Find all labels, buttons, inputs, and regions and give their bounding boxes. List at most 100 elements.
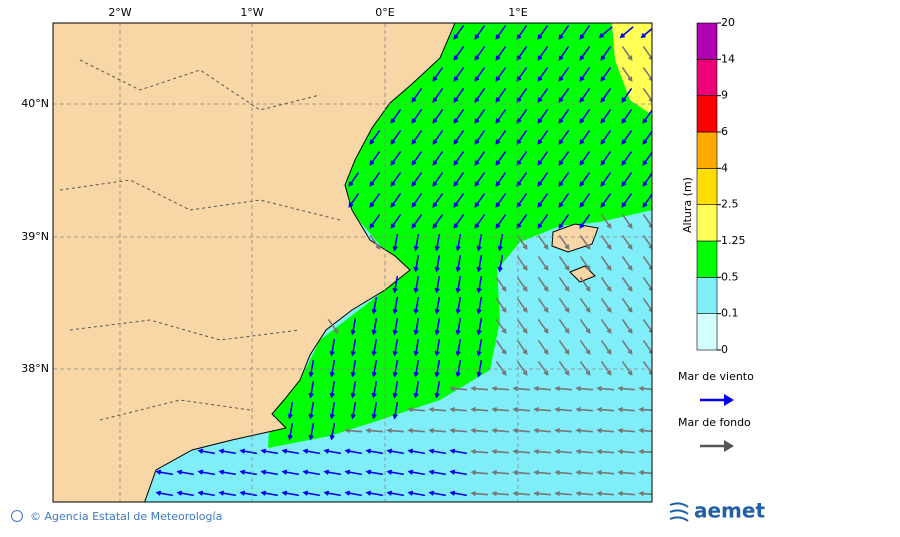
wave-arrow xyxy=(432,129,444,145)
wave-arrow xyxy=(470,448,489,455)
wave-arrow xyxy=(390,129,402,145)
wave-arrow xyxy=(598,26,613,39)
wave-arrow xyxy=(474,150,486,166)
wave-arrow xyxy=(638,385,652,392)
wave-arrow xyxy=(453,171,465,187)
wave-arrow xyxy=(621,213,633,229)
wave-arrow xyxy=(495,192,507,208)
wave-arrow xyxy=(344,490,363,497)
wave-arrow xyxy=(344,427,363,434)
wave-arrow xyxy=(491,385,510,392)
wave-arrow xyxy=(491,448,510,455)
wave-arrow xyxy=(642,297,652,313)
wave-arrow xyxy=(621,234,633,250)
wave-arrow xyxy=(449,427,468,434)
wave-arrow xyxy=(516,108,528,124)
wave-arrow xyxy=(392,317,399,336)
wave-arrow xyxy=(432,108,444,124)
wave-arrow xyxy=(558,318,570,334)
wave-arrow xyxy=(600,255,612,271)
wave-arrow xyxy=(619,26,634,39)
wave-arrow xyxy=(390,171,402,187)
wave-arrow xyxy=(474,45,486,61)
wave-arrow xyxy=(495,213,507,229)
wave-arrow xyxy=(533,385,552,392)
wave-arrow xyxy=(600,339,612,355)
wave-arrow xyxy=(365,490,384,497)
wave-arrow xyxy=(516,276,528,292)
wave-arrow xyxy=(369,234,381,250)
wave-arrow xyxy=(428,448,447,455)
wave-arrow xyxy=(434,296,441,315)
wave-arrow xyxy=(554,406,573,413)
wave-arrow xyxy=(434,359,441,378)
wave-arrow xyxy=(497,254,504,273)
wave-arrow xyxy=(302,469,321,476)
wave-arrow xyxy=(390,108,402,124)
wave-arrow xyxy=(495,150,507,166)
wave-arrow xyxy=(642,108,652,124)
wave-arrow xyxy=(575,427,594,434)
wave-arrow xyxy=(411,87,423,103)
wave-arrow xyxy=(516,45,528,61)
wave-arrow xyxy=(155,490,174,497)
wave-arrow xyxy=(516,318,528,334)
wave-arrow xyxy=(371,338,378,357)
wave-arrow xyxy=(558,87,570,103)
map xyxy=(53,23,652,502)
wave-arrow xyxy=(176,490,195,497)
wave-arrow xyxy=(495,45,507,61)
wave-arrow xyxy=(617,427,636,434)
wave-arrow xyxy=(533,448,552,455)
lat-label: 40°N xyxy=(21,97,49,110)
wave-arrow xyxy=(369,213,381,229)
wave-arrow xyxy=(476,359,483,378)
wave-arrow xyxy=(554,448,573,455)
wave-arrow xyxy=(495,108,507,124)
wave-arrow xyxy=(365,448,384,455)
wave-arrow xyxy=(579,255,591,271)
wave-arrow xyxy=(600,87,612,103)
wave-arrow xyxy=(449,469,468,476)
lon-label: 0°E xyxy=(375,6,394,19)
wave-arrow xyxy=(575,385,594,392)
map-frame xyxy=(52,22,653,503)
colorbar-title: Altura (m) xyxy=(681,177,694,233)
colorbar-segment xyxy=(696,240,718,278)
wave-arrow xyxy=(621,318,633,334)
wave-arrow xyxy=(537,66,549,82)
wave-arrow xyxy=(369,150,381,166)
wave-arrow xyxy=(308,359,315,378)
wave-arrow xyxy=(218,490,237,497)
wave-arrow xyxy=(558,129,570,145)
wave-arrow xyxy=(600,108,612,124)
wave-arrow xyxy=(558,234,570,250)
wave-arrow xyxy=(512,427,531,434)
colorbar-label: 1.25 xyxy=(721,234,746,247)
wave-arrow xyxy=(302,490,321,497)
wave-arrow xyxy=(533,427,552,434)
lat-label: 39°N xyxy=(21,230,49,243)
wave-arrow xyxy=(449,490,468,497)
colorbar-segment xyxy=(696,168,718,205)
wave-arrow xyxy=(516,213,528,229)
wave-arrow xyxy=(329,338,336,357)
wave-arrow xyxy=(407,448,426,455)
wave-arrow xyxy=(533,406,552,413)
legend: Mar de viento Mar de fondo xyxy=(678,370,754,452)
wave-arrow xyxy=(455,317,462,336)
wave-arrow xyxy=(371,317,378,336)
wave-arrow xyxy=(281,490,300,497)
wave-arrow xyxy=(537,360,549,376)
wave-arrow xyxy=(516,360,528,376)
wave-arrow xyxy=(453,45,465,61)
wave-arrow xyxy=(558,24,570,40)
wave-arrow xyxy=(512,406,531,413)
wave-arrow xyxy=(350,380,357,399)
wave-arrow xyxy=(617,385,636,392)
wave-arrow xyxy=(308,422,315,441)
wave-arrow xyxy=(344,469,363,476)
wave-arrow xyxy=(621,192,633,208)
wave-arrow xyxy=(596,448,615,455)
wave-arrow xyxy=(390,150,402,166)
